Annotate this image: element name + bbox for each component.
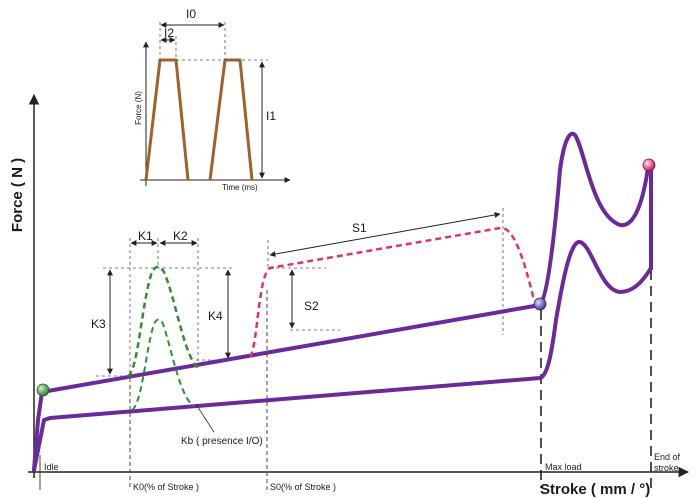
k-pulse-upper bbox=[127, 265, 199, 378]
k3-label: K3 bbox=[91, 317, 106, 331]
end-of-stroke-label-1: End of bbox=[654, 452, 681, 462]
s1-label: S1 bbox=[352, 221, 367, 235]
inset-i0-label: I0 bbox=[186, 7, 196, 21]
inset-i1-label: I1 bbox=[266, 109, 276, 123]
x-axis-title: Stroke ( mm / °) bbox=[540, 481, 650, 498]
y-axis-title: Force ( N ) bbox=[9, 158, 26, 232]
lower-force-curve bbox=[32, 240, 653, 472]
inset-i2-label: I2 bbox=[164, 26, 174, 40]
upper-force-curve bbox=[32, 131, 650, 472]
idle-point-marker bbox=[36, 383, 50, 397]
end-of-stroke-label-2: stroke bbox=[654, 463, 679, 473]
s1-arrow bbox=[269, 211, 501, 258]
k2-label: K2 bbox=[173, 229, 188, 243]
inset-x-label: Time (ms) bbox=[222, 183, 258, 192]
max-load-label: Max load bbox=[545, 462, 582, 472]
kb-label: Kb ( presence I/O) bbox=[181, 436, 263, 447]
s2-label: S2 bbox=[304, 299, 319, 313]
k1-label: K1 bbox=[138, 229, 153, 243]
k-pulse-lower bbox=[131, 318, 195, 411]
k0-label: K0(% of Stroke ) bbox=[133, 482, 199, 492]
inset-timing-diagram: Force (N) Time (ms) I0 I2 I1 bbox=[134, 7, 291, 192]
inset-pulse-2 bbox=[208, 58, 254, 181]
kb-leader bbox=[195, 403, 215, 433]
idle-label: Idle bbox=[44, 462, 59, 472]
inset-pulse-1 bbox=[144, 58, 190, 181]
s0-label: S0(% of Stroke ) bbox=[270, 482, 336, 492]
k4-label: K4 bbox=[208, 309, 223, 323]
s-plateau bbox=[248, 226, 536, 358]
max-load-marker bbox=[533, 297, 547, 311]
end-of-stroke-marker bbox=[642, 158, 656, 172]
inset-y-label: Force (N) bbox=[134, 91, 143, 125]
